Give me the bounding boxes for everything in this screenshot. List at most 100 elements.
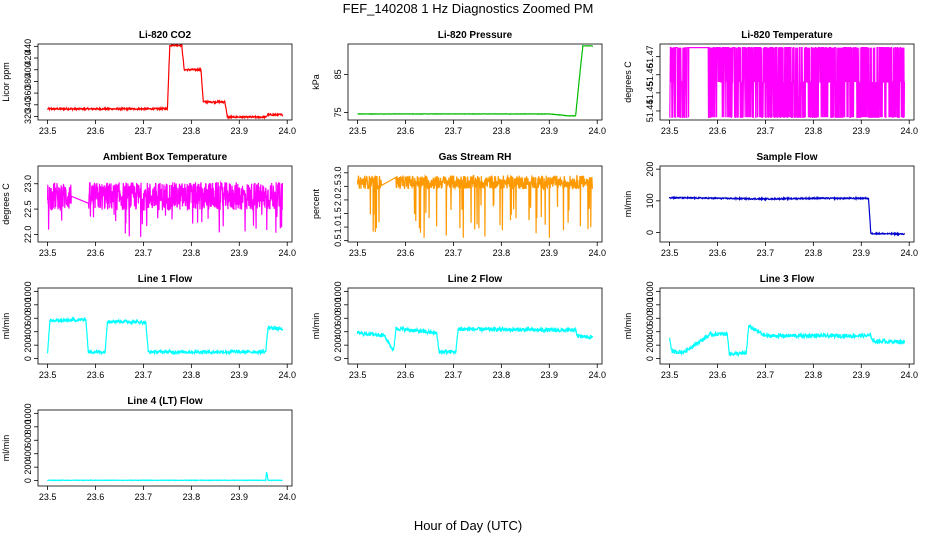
y-tick-label: 0 [23,478,33,483]
y-tick-label: 400 [645,324,655,339]
x-tick-label: 23.7 [445,370,463,380]
x-tick-label: 23.9 [231,370,249,380]
x-tick-label: 23.6 [709,248,727,258]
figure-title: FEF_140208 1 Hz Diagnostics Zoomed PM [342,1,594,16]
x-tick-label: 23.8 [805,370,823,380]
x-tick-label: 23.8 [493,126,511,136]
x-tick-label: 23.7 [757,126,775,136]
licor-temperature-panel: Li-820 Temperature degrees C 23.5 23.6 23.7 2… [623,30,918,136]
x-tick-label: 23.9 [853,370,871,380]
y-tick-label: 1000 [645,281,655,301]
ambient-box-temperature-panel: Ambient Box Temperature degrees C 23.5 23.6… [1,152,296,258]
x-tick-label: 23.5 [349,370,367,380]
y-tick-label: 200 [23,338,33,353]
y-tick-label: 2.0 [333,194,343,207]
x-tick-label: 23.6 [709,126,727,136]
series-group [357,325,593,356]
y-axis-label: Licor ppm [1,62,11,102]
x-tick-label: 23.5 [349,126,367,136]
series-group [357,44,593,117]
data-series-line [47,44,283,120]
panel-title: Line 4 (LT) Flow [127,396,203,407]
y-tick-label: 3.0 [333,167,343,180]
panel-title: Line 2 Flow [448,274,503,285]
x-tick-label: 23.7 [135,370,153,380]
panel-title: Li-820 Temperature [741,30,833,41]
x-tick-label: 23.8 [493,370,511,380]
plot-frame [37,43,293,121]
x-tick-label: 23.7 [757,370,775,380]
x-tick-label: 24.0 [278,248,296,258]
y-axis-label: ml/min [1,435,11,462]
series-group [47,44,283,120]
x-tick-label: 24.0 [278,126,296,136]
panel-title: Line 1 Flow [138,274,193,285]
x-tick-label: 23.7 [135,126,153,136]
y-tick-label: 800 [645,297,655,312]
y-tick-label: 800 [23,419,33,434]
x-tick-label: 23.8 [805,126,823,136]
series-group [47,180,283,237]
y-tick-label: 51.45 [645,82,655,105]
y-tick-label: 0.5 [333,234,343,247]
y-tick-label: 600 [333,311,343,326]
y-tick-label: 1.0 [333,221,343,234]
plot-frame [659,165,915,243]
series-group [47,316,283,356]
series-group [669,323,905,358]
data-series-line [47,471,283,482]
pressure-panel: Li-820 Pressure kPa 23.5 23.6 23.7 23.8 23.9 24… [311,30,606,136]
panel-title: Gas Stream RH [439,152,512,163]
plot-frame [659,43,915,121]
y-tick-label: 800 [23,297,33,312]
y-tick-label: 200 [645,162,655,177]
y-tick-label: 600 [23,433,33,448]
plot-frame [347,43,603,121]
x-tick-label: 23.5 [39,126,57,136]
plot-frame [659,287,915,365]
x-tick-label: 23.9 [853,126,871,136]
series-group [47,471,283,482]
plot-frame [347,287,603,365]
data-series-line [357,325,593,356]
line-4-flow-panel: Line 4 (LT) Flow ml/min 23.5 23.6 23.7 23.8 23… [1,396,296,502]
y-tick-label: 320 [23,109,33,124]
x-tick-label: 23.6 [87,248,105,258]
x-tick-label: 23.8 [183,248,201,258]
y-tick-label: 0 [645,356,655,361]
plot-frame [347,165,603,243]
data-series-line [47,316,283,356]
y-tick-label: 23.0 [23,175,33,193]
x-tick-label: 23.7 [445,248,463,258]
y-tick-label: 200 [645,338,655,353]
plot-frame [37,165,293,243]
y-tick-label: 0 [645,230,655,235]
x-tick-label: 24.0 [900,126,918,136]
x-tick-label: 23.7 [445,126,463,136]
sample-flow-panel: Sample Flow ml/min 23.5 23.6 23.7 23.8 23.9 24.… [623,152,918,258]
x-tick-label: 23.9 [541,126,559,136]
x-tick-label: 24.0 [900,370,918,380]
x-tick-label: 23.6 [397,370,415,380]
y-tick-label: 400 [23,446,33,461]
series-group [357,174,593,238]
x-tick-label: 24.0 [900,248,918,258]
x-tick-label: 23.5 [39,370,57,380]
x-tick-label: 23.5 [39,492,57,502]
series-group [669,47,905,118]
y-axis-label: kPa [311,74,321,90]
x-tick-label: 23.5 [39,248,57,258]
line-1-flow-panel: Line 1 Flow ml/min 23.5 23.6 23.7 23.8 23.9 24.… [1,274,296,380]
y-axis-label: ml/min [623,191,633,218]
panel-title: Sample Flow [756,152,817,163]
x-tick-label: 23.8 [493,248,511,258]
panel-title: Ambient Box Temperature [103,152,228,163]
x-tick-label: 23.7 [757,248,775,258]
y-tick-label: 0 [23,356,33,361]
y-tick-label: 1000 [333,281,343,301]
y-axis-label: ml/min [311,313,321,340]
y-tick-label: 51.46 [645,63,655,86]
y-tick-label: 440 [23,39,33,54]
x-tick-label: 23.9 [853,248,871,258]
y-tick-label: 200 [23,460,33,475]
